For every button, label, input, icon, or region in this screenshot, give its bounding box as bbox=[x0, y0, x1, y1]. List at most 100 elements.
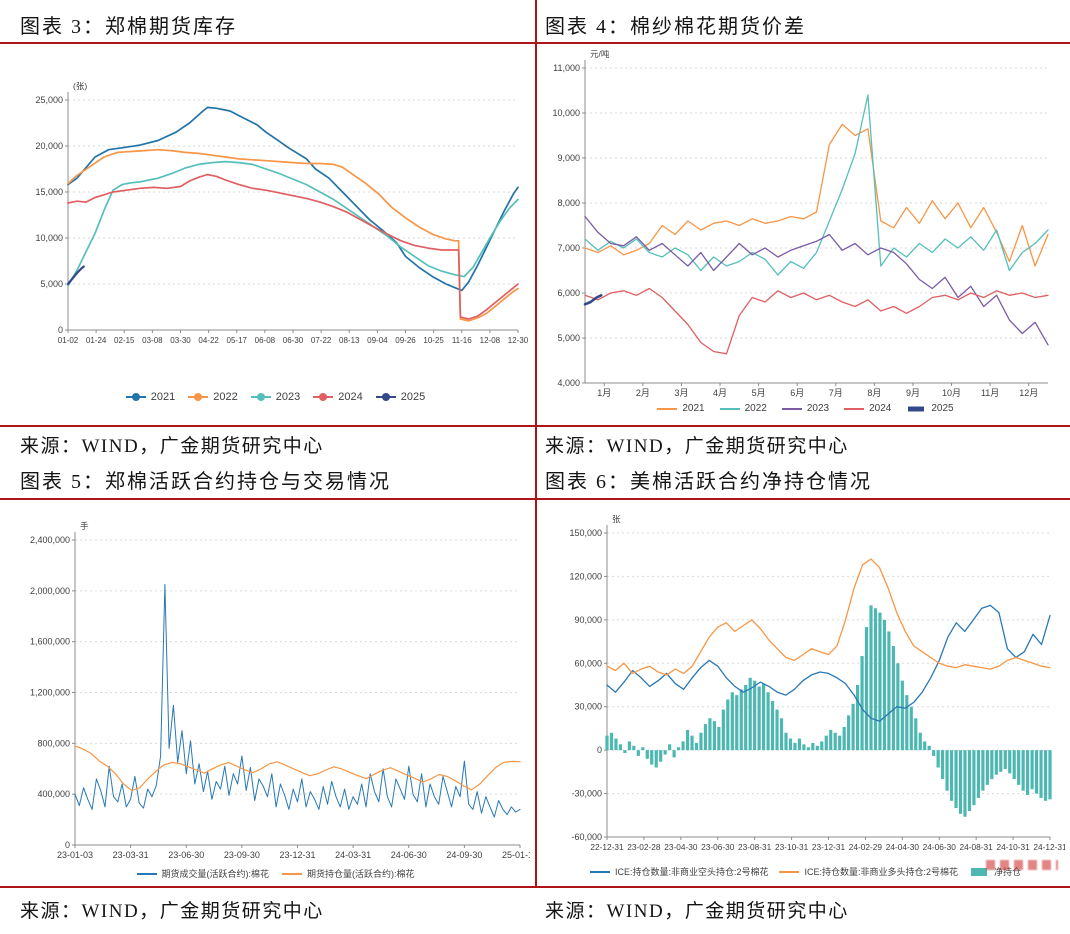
vertical-divider bbox=[535, 0, 537, 886]
svg-text:03-30: 03-30 bbox=[170, 336, 191, 345]
panel3-title: 图表 3：郑棉期货库存 bbox=[20, 16, 237, 38]
svg-text:-30,000: -30,000 bbox=[571, 789, 602, 799]
legend-marker-icon bbox=[125, 393, 146, 401]
svg-text:30,000: 30,000 bbox=[574, 702, 602, 712]
svg-text:10,000: 10,000 bbox=[35, 233, 63, 243]
red-watermark bbox=[986, 860, 1058, 870]
svg-text:15,000: 15,000 bbox=[35, 187, 63, 197]
svg-text:01-02: 01-02 bbox=[58, 336, 79, 345]
svg-text:23-01-03: 23-01-03 bbox=[57, 850, 93, 860]
panel3-source: 来源：WIND，广金期货研究中心 bbox=[20, 436, 324, 457]
legend-item: 2025 bbox=[375, 391, 425, 403]
svg-text:23-12-31: 23-12-31 bbox=[812, 842, 846, 852]
svg-text:23-03-31: 23-03-31 bbox=[113, 850, 149, 860]
legend-label: 净持仓 bbox=[994, 867, 1022, 877]
svg-text:-60,000: -60,000 bbox=[571, 832, 602, 842]
svg-text:24-06-30: 24-06-30 bbox=[391, 850, 427, 860]
legend-item: 2024 bbox=[843, 403, 891, 414]
svg-text:24-08-31: 24-08-31 bbox=[960, 842, 994, 852]
legend-item: 2024 bbox=[312, 391, 363, 403]
chart-canvas-3: 0 5,000 10,000 15,000 20,000 25,000 (张) 01-02 01… bbox=[35, 81, 528, 345]
svg-text:400,000: 400,000 bbox=[37, 789, 70, 799]
legend-item: 2021 bbox=[125, 391, 175, 403]
svg-text:手: 手 bbox=[80, 521, 89, 531]
svg-text:5月: 5月 bbox=[752, 388, 766, 398]
svg-text:09-26: 09-26 bbox=[395, 336, 416, 345]
svg-text:11,000: 11,000 bbox=[553, 63, 580, 73]
chart4-cell: 4,000 5,000 6,000 7,000 8,000 9,000 10,000 11,0… bbox=[545, 49, 1065, 414]
legend-marker-icon bbox=[657, 407, 678, 410]
svg-text:23-04-30: 23-04-30 bbox=[664, 842, 698, 852]
horizontal-rule-2 bbox=[0, 425, 1070, 427]
svg-text:5,000: 5,000 bbox=[40, 279, 63, 289]
svg-text:1,200,000: 1,200,000 bbox=[30, 688, 70, 698]
panel6-source: 来源：WIND，广金期货研究中心 bbox=[545, 901, 849, 922]
legend-item: ICE:持仓数量:非商业多头持仓:2号棉花 bbox=[778, 865, 958, 878]
legend-item: 净持仓 bbox=[968, 865, 1021, 878]
svg-text:23-02-28: 23-02-28 bbox=[627, 842, 661, 852]
legend-item: 2025 bbox=[905, 403, 954, 414]
svg-text:6月: 6月 bbox=[790, 388, 804, 398]
svg-text:23-12-31: 23-12-31 bbox=[279, 850, 315, 860]
svg-text:150,000: 150,000 bbox=[569, 528, 602, 538]
chart3-cell: 0 5,000 10,000 15,000 20,000 25,000 (张) 01-02 01… bbox=[20, 50, 530, 403]
svg-text:7月: 7月 bbox=[829, 388, 843, 398]
svg-text:12-08: 12-08 bbox=[480, 336, 501, 345]
svg-text:元/吨: 元/吨 bbox=[590, 50, 610, 59]
svg-text:23-06-30: 23-06-30 bbox=[701, 842, 735, 852]
panel5-source: 来源：WIND，广金期货研究中心 bbox=[20, 901, 324, 922]
svg-text:2,400,000: 2,400,000 bbox=[30, 535, 70, 545]
chart-canvas-6: -60,000 -30,000 0 30,000 60,000 90,000 120,000… bbox=[569, 514, 1067, 852]
svg-text:5,000: 5,000 bbox=[557, 333, 580, 343]
legend-label: 2025 bbox=[400, 391, 426, 403]
svg-text:800,000: 800,000 bbox=[37, 738, 70, 748]
svg-text:23-09-30: 23-09-30 bbox=[224, 850, 260, 860]
legend-label: 2024 bbox=[338, 391, 363, 403]
legend-marker-icon bbox=[971, 867, 987, 876]
legend-marker-icon bbox=[282, 872, 302, 875]
legend-item: 2021 bbox=[656, 403, 705, 414]
svg-text:2月: 2月 bbox=[636, 388, 650, 398]
svg-text:6,000: 6,000 bbox=[557, 288, 580, 298]
svg-text:06-08: 06-08 bbox=[255, 336, 276, 345]
svg-text:12月: 12月 bbox=[1019, 388, 1038, 398]
legend-label: 期货成交量(活跃合约):棉花 bbox=[161, 869, 270, 879]
svg-text:08-13: 08-13 bbox=[339, 336, 360, 345]
svg-text:(张): (张) bbox=[73, 81, 87, 91]
legend-label: ICE:持仓数量:非商业多头持仓:2号棉花 bbox=[804, 867, 958, 877]
legend-item: 2023 bbox=[781, 403, 829, 414]
svg-text:9月: 9月 bbox=[906, 388, 920, 398]
legend-marker-icon bbox=[781, 407, 802, 410]
legend-item: 2022 bbox=[187, 391, 238, 403]
legend-item: 2023 bbox=[250, 391, 300, 403]
svg-text:24-03-31: 24-03-31 bbox=[335, 850, 371, 860]
svg-text:24-06-30: 24-06-30 bbox=[923, 842, 957, 852]
legend-marker-icon bbox=[908, 406, 925, 411]
svg-text:3月: 3月 bbox=[674, 388, 688, 398]
svg-text:8,000: 8,000 bbox=[557, 198, 580, 208]
svg-text:4,000: 4,000 bbox=[557, 378, 580, 388]
chart-canvas-4: 4,000 5,000 6,000 7,000 8,000 9,000 10,000 11,0… bbox=[552, 49, 1049, 398]
chart6-cell: -60,000 -30,000 0 30,000 60,000 90,000 120,000… bbox=[545, 508, 1067, 878]
svg-text:20,000: 20,000 bbox=[35, 141, 63, 151]
svg-text:22-12-31: 22-12-31 bbox=[590, 842, 624, 852]
svg-text:11月: 11月 bbox=[981, 388, 999, 398]
svg-text:03-08: 03-08 bbox=[142, 336, 163, 345]
svg-text:10月: 10月 bbox=[942, 388, 961, 398]
legend-marker-icon bbox=[719, 407, 740, 410]
svg-text:0: 0 bbox=[65, 840, 70, 850]
chart-canvas-5: 0 400,000 800,000 1,200,000 1,600,000 2,000,0… bbox=[30, 521, 538, 860]
svg-text:120,000: 120,000 bbox=[569, 571, 602, 581]
svg-text:张: 张 bbox=[612, 514, 621, 524]
svg-text:10-25: 10-25 bbox=[423, 336, 444, 345]
legend-label: 2021 bbox=[150, 391, 176, 403]
svg-text:07-22: 07-22 bbox=[311, 336, 332, 345]
svg-text:11-16: 11-16 bbox=[452, 336, 472, 345]
chart-legend-6: ICE:持仓数量:非商业空头持仓:2号棉花 ICE:持仓数量:非商业多头持仓:2号… bbox=[545, 865, 1065, 878]
svg-text:1,600,000: 1,600,000 bbox=[30, 637, 70, 647]
legend-item: 期货持仓量(活跃合约):棉花 bbox=[281, 867, 415, 880]
svg-text:7,000: 7,000 bbox=[557, 243, 580, 253]
panel4-title: 图表 4：棉纱棉花期货价差 bbox=[545, 16, 806, 38]
svg-text:09-04: 09-04 bbox=[367, 336, 388, 345]
